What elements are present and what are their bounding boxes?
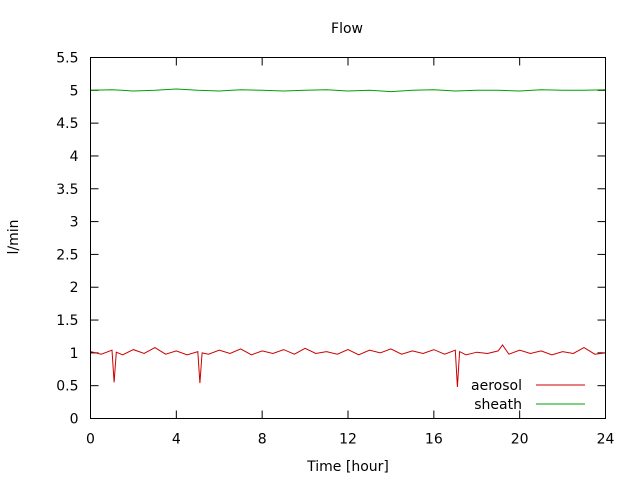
y-tick-label: 4 (70, 149, 79, 165)
y-tick-label: 1 (70, 346, 79, 362)
y-tick-label: 0.5 (56, 379, 78, 395)
x-tick-label: 8 (258, 432, 267, 448)
series-line-aerosol (90, 344, 606, 388)
legend-label-aerosol: aerosol (471, 378, 522, 394)
x-tick-label: 16 (425, 432, 443, 448)
y-tick-label: 5 (70, 83, 79, 99)
plot-series (90, 88, 606, 388)
y-tick-label: 1.5 (56, 313, 78, 329)
x-tick-label: 4 (172, 432, 181, 448)
legend: aerosol sheath (471, 378, 585, 413)
x-axis-label: Time [hour] (306, 459, 389, 475)
y-tick-label: 3 (70, 215, 79, 231)
y-tick-label: 5.5 (56, 51, 78, 67)
x-tick-label: 12 (339, 432, 357, 448)
y-tick-label: 3.5 (56, 182, 78, 198)
x-tick-label: 24 (597, 432, 615, 448)
series-line-sheath (90, 88, 606, 93)
y-tick-label: 2 (70, 280, 79, 296)
axes: 0 0.5 1 1.5 2 2.5 3 3.5 4 4.5 5 5.5 0 4 8 12 16 20 24 (56, 51, 614, 448)
chart-title: Flow (331, 21, 363, 37)
y-tick-label: 0 (70, 412, 79, 428)
x-tick-label: 20 (511, 432, 529, 448)
y-tick-label: 4.5 (56, 116, 78, 132)
y-tick-label: 2.5 (56, 247, 78, 263)
legend-label-sheath: sheath (474, 397, 522, 413)
y-axis-label: l/min (6, 219, 22, 254)
x-tick-label: 0 (86, 432, 95, 448)
plot-frame (90, 57, 606, 419)
